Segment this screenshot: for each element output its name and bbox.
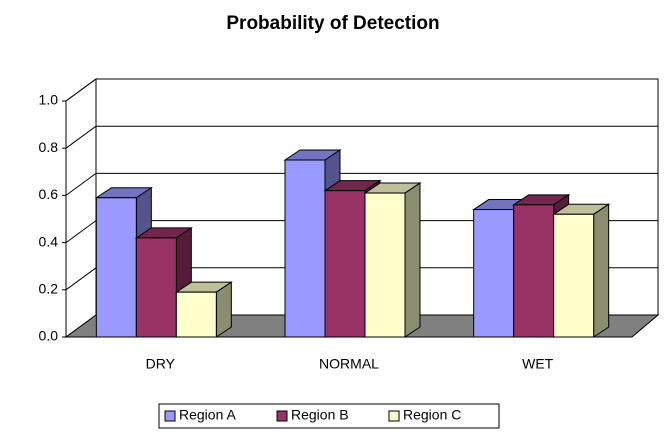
y-tick-label: 1.0 <box>39 92 59 108</box>
legend-box <box>158 403 500 429</box>
bar <box>95 197 137 338</box>
grid-line-side <box>65 125 97 149</box>
grid-line-side <box>65 220 97 244</box>
y-tick-label: 0.6 <box>39 186 59 202</box>
chart-title: Probability of Detection <box>226 13 439 34</box>
bar-side <box>404 182 421 338</box>
x-tick-label: NORMAL <box>319 356 379 372</box>
y-tick-label: 0.2 <box>39 281 59 297</box>
bar <box>135 237 177 338</box>
x-tick-label: WET <box>522 356 554 372</box>
bar <box>364 192 406 338</box>
grid-line-side <box>65 267 97 291</box>
grid-line-side <box>65 78 97 102</box>
legend-swatch <box>388 410 400 422</box>
bar-side <box>215 281 232 338</box>
legend-swatch <box>164 410 176 422</box>
y-tick-label: 0.0 <box>39 328 59 344</box>
grid-line-side <box>65 172 97 196</box>
legend-label: Region B <box>291 407 349 423</box>
legend-swatch <box>276 410 288 422</box>
x-tick-label: DRY <box>146 356 176 372</box>
legend: Region A Region B Region C <box>158 403 500 429</box>
side-wall <box>65 78 97 338</box>
bar <box>175 291 217 338</box>
bar <box>513 204 555 338</box>
y-tick-label: 0.4 <box>39 233 59 249</box>
bar <box>473 209 515 338</box>
legend-label: Region A <box>179 407 236 423</box>
bar <box>553 213 595 338</box>
bar-side <box>593 203 610 338</box>
y-tick-label: 0.8 <box>39 139 59 155</box>
bar <box>284 159 326 338</box>
bar <box>324 190 366 338</box>
legend-label: Region C <box>403 407 461 423</box>
